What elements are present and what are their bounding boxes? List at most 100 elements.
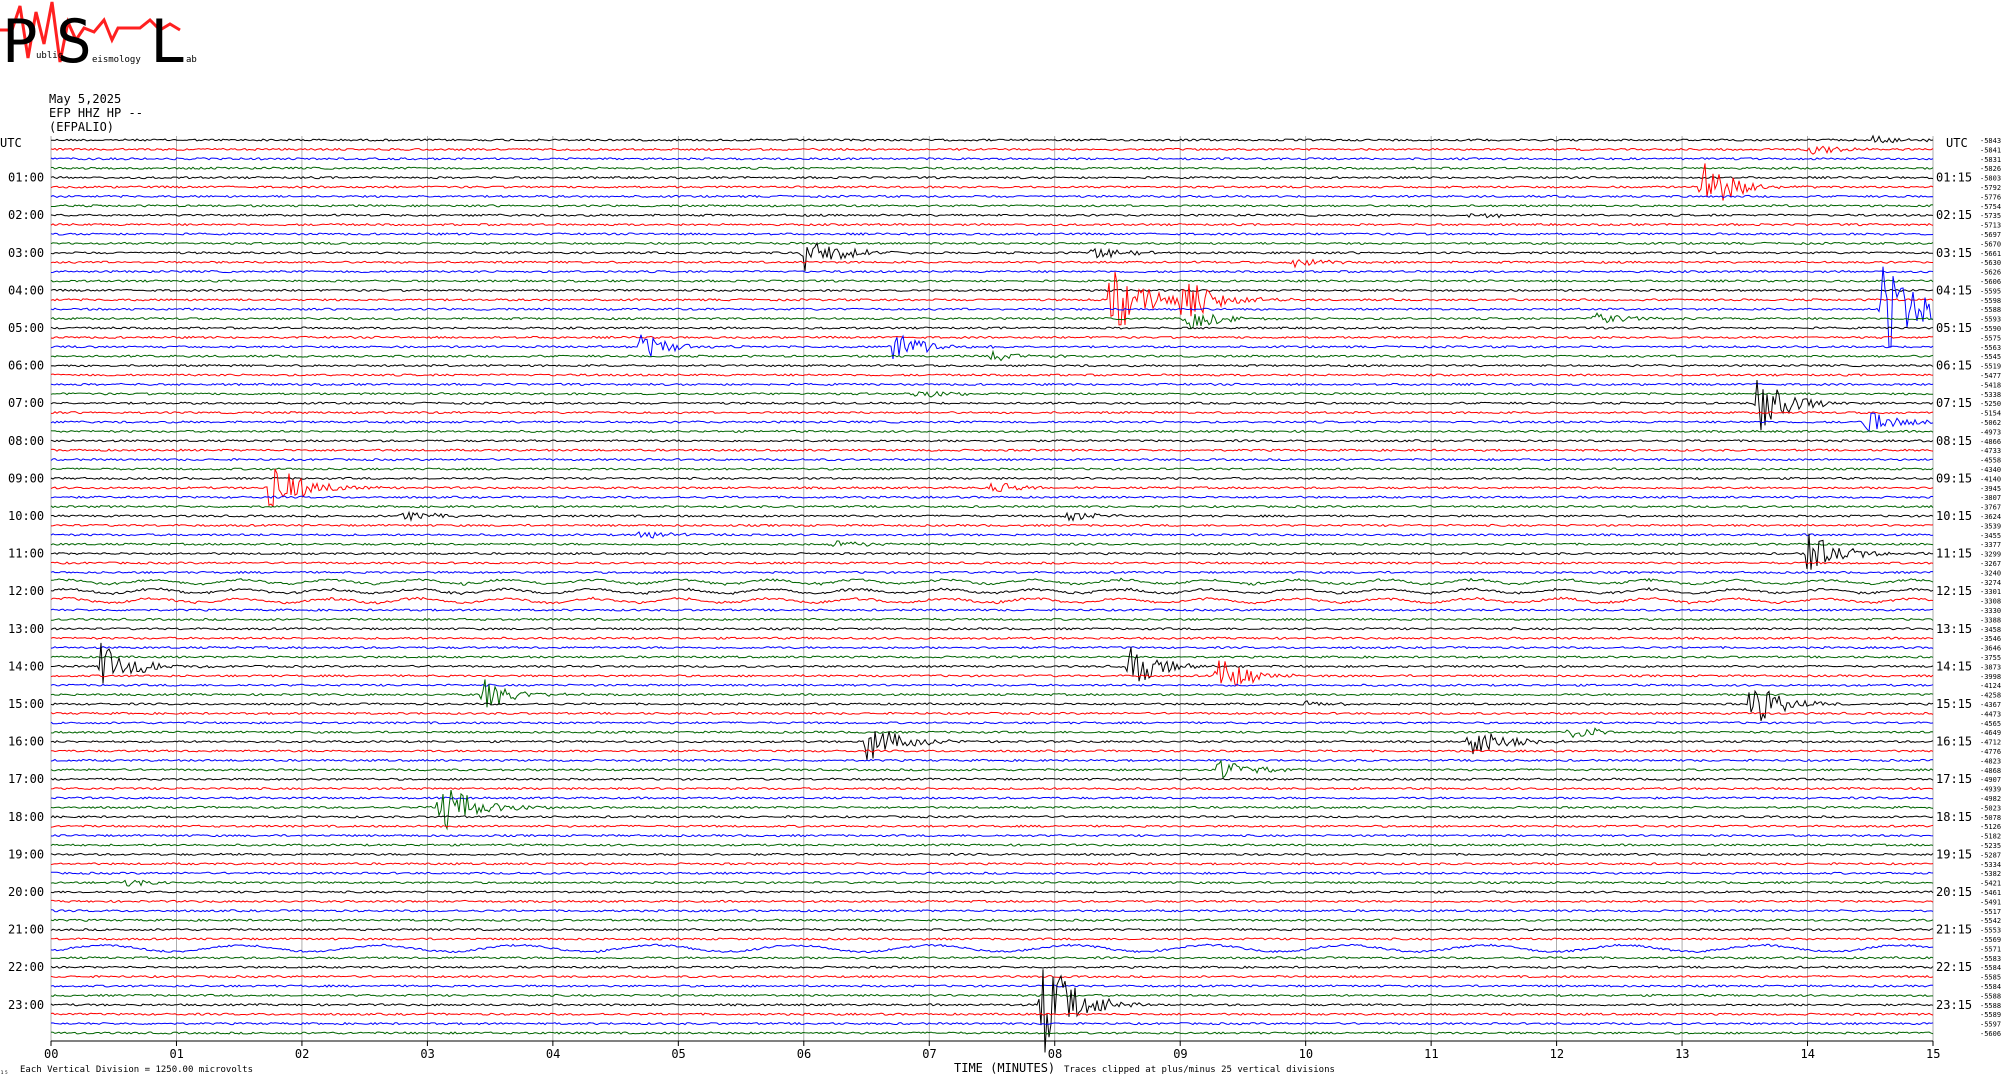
left-hour-label: 02:00 <box>8 208 44 222</box>
seismic-trace <box>50 157 1934 161</box>
right-hour-labels: 01:15 02:15 03:15 04:15 05:15 06:15 07:15 08:15… <box>1936 171 1972 1012</box>
seismic-trace <box>50 596 1934 605</box>
seismic-trace <box>50 993 1933 998</box>
seismic-trace <box>50 777 1934 781</box>
seismic-trace <box>50 326 1934 330</box>
trace-offset-label: -5595 <box>1980 287 2001 295</box>
trace-offset-label: -5542 <box>1980 917 2001 925</box>
seismic-trace <box>50 269 1934 274</box>
x-tick-label: 03 <box>420 1047 434 1061</box>
right-hour-label: 17:15 <box>1936 772 1972 786</box>
seismic-trace <box>50 271 1934 326</box>
right-hour-label: 10:15 <box>1936 509 1972 523</box>
seismic-trace <box>50 510 1934 523</box>
trace-offset-label: -5421 <box>1980 880 2001 888</box>
right-hour-label: 18:15 <box>1936 810 1972 824</box>
logo-letter-s: S <box>56 7 92 77</box>
seismic-trace <box>50 655 1934 659</box>
trace-offset-label: -5843 <box>1980 137 2001 145</box>
seismic-trace <box>50 468 1934 508</box>
trace-offset-label: -5461 <box>1980 889 2001 897</box>
logo-word-seismology: eismology <box>92 55 141 65</box>
x-tick-label: 05 <box>671 1047 685 1061</box>
left-hour-label: 04:00 <box>8 283 44 297</box>
x-axis-ticks: 00 01 02 03 04 05 06 07 08 09 10 11 12 13 14 15 <box>44 1041 1940 1061</box>
seismic-trace <box>50 194 1934 199</box>
trace-offset-label: -3945 <box>1980 485 2001 493</box>
seismic-trace <box>50 476 1934 481</box>
trace-offset-label: -3299 <box>1980 551 2001 559</box>
seismic-trace <box>50 909 1934 913</box>
right-hour-label: 09:15 <box>1936 471 1972 485</box>
x-tick-label: 06 <box>797 1047 811 1061</box>
seismic-trace <box>50 871 1934 875</box>
trace-offset-label: -3998 <box>1980 673 2001 681</box>
trace-offset-label: -5062 <box>1980 419 2001 427</box>
right-hour-label: 14:15 <box>1936 659 1972 673</box>
right-hour-label: 15:15 <box>1936 697 1972 711</box>
right-hour-label: 16:15 <box>1936 735 1972 749</box>
trace-offset-label: -5235 <box>1980 842 2001 850</box>
left-hour-label: 13:00 <box>8 622 44 636</box>
trace-offset-label: -3388 <box>1980 616 2001 624</box>
right-axis-utc-label: UTC <box>1946 136 1968 150</box>
trace-offset-label: -5589 <box>1980 1011 2001 1019</box>
seismic-trace <box>50 862 1934 866</box>
seismic-trace <box>50 531 1934 539</box>
logo-word-lab: ab <box>186 55 197 65</box>
trace-offset-label: -5585 <box>1980 974 2001 982</box>
left-hour-label: 10:00 <box>8 509 44 523</box>
x-tick-label: 13 <box>1675 1047 1689 1061</box>
right-hour-label: 05:15 <box>1936 321 1972 335</box>
trace-offset-label: -5588 <box>1980 992 2001 1000</box>
trace-offset-label: -5590 <box>1980 325 2001 333</box>
trace-offset-label: -5803 <box>1980 175 2001 183</box>
seismic-trace <box>50 984 1934 988</box>
seismic-trace <box>50 617 1934 622</box>
seismic-trace <box>51 577 1934 586</box>
trace-offset-label: -4340 <box>1980 466 2001 474</box>
x-tick-label: 00 <box>44 1047 58 1061</box>
trace-offset-label: -5154 <box>1980 410 2001 418</box>
trace-offset-label: -4733 <box>1980 447 2001 455</box>
seismic-trace <box>50 349 1934 362</box>
trace-offset-label: -5477 <box>1980 372 2001 380</box>
trace-offset-label: -5517 <box>1980 908 2001 916</box>
x-tick-label: 14 <box>1801 1047 1815 1061</box>
trace-offset-label: -5418 <box>1980 381 2001 389</box>
right-hour-label: 08:15 <box>1936 434 1972 448</box>
trace-offset-label: -4907 <box>1980 776 2001 784</box>
right-hour-label: 23:15 <box>1936 998 1972 1012</box>
seismic-trace <box>50 334 1934 359</box>
left-hour-label: 16:00 <box>8 735 44 749</box>
seismic-trace <box>50 721 1934 725</box>
seismic-trace <box>50 222 1934 227</box>
seismic-trace <box>50 796 1934 800</box>
seismic-trace <box>50 711 1934 716</box>
left-hour-label: 17:00 <box>8 772 44 786</box>
seismic-trace <box>50 636 1934 640</box>
trace-offset-label: -5754 <box>1980 203 2001 211</box>
trace-offset-label: -5382 <box>1980 870 2001 878</box>
left-hour-label: 22:00 <box>8 960 44 974</box>
left-hour-label: 06:00 <box>8 359 44 373</box>
trace-offset-label: -5571 <box>1980 945 2001 953</box>
seismic-trace <box>50 843 1934 847</box>
seismic-trace <box>51 204 1934 208</box>
trace-offset-label: -4140 <box>1980 475 2001 483</box>
trace-offset-label: -5598 <box>1980 297 2001 305</box>
trace-offset-label: -4823 <box>1980 757 2001 765</box>
trace-offset-label: -5519 <box>1980 363 2001 371</box>
seismic-trace <box>50 540 1934 547</box>
seismic-trace <box>50 879 1934 887</box>
left-hour-labels: 01:00 02:00 03:00 04:00 05:00 06:00 07:00 08:00… <box>8 171 44 1012</box>
trace-offset-label: -4649 <box>1980 729 2001 737</box>
trace-offset-label: -5661 <box>1980 250 2001 258</box>
right-hour-label: 06:15 <box>1936 359 1972 373</box>
trace-offset-label: -3301 <box>1980 588 2001 596</box>
seismic-trace <box>50 448 1934 452</box>
seismic-trace <box>50 379 1934 431</box>
x-tick-label: 12 <box>1550 1047 1564 1061</box>
seismic-trace <box>50 166 1934 170</box>
seismic-trace <box>50 660 1934 687</box>
